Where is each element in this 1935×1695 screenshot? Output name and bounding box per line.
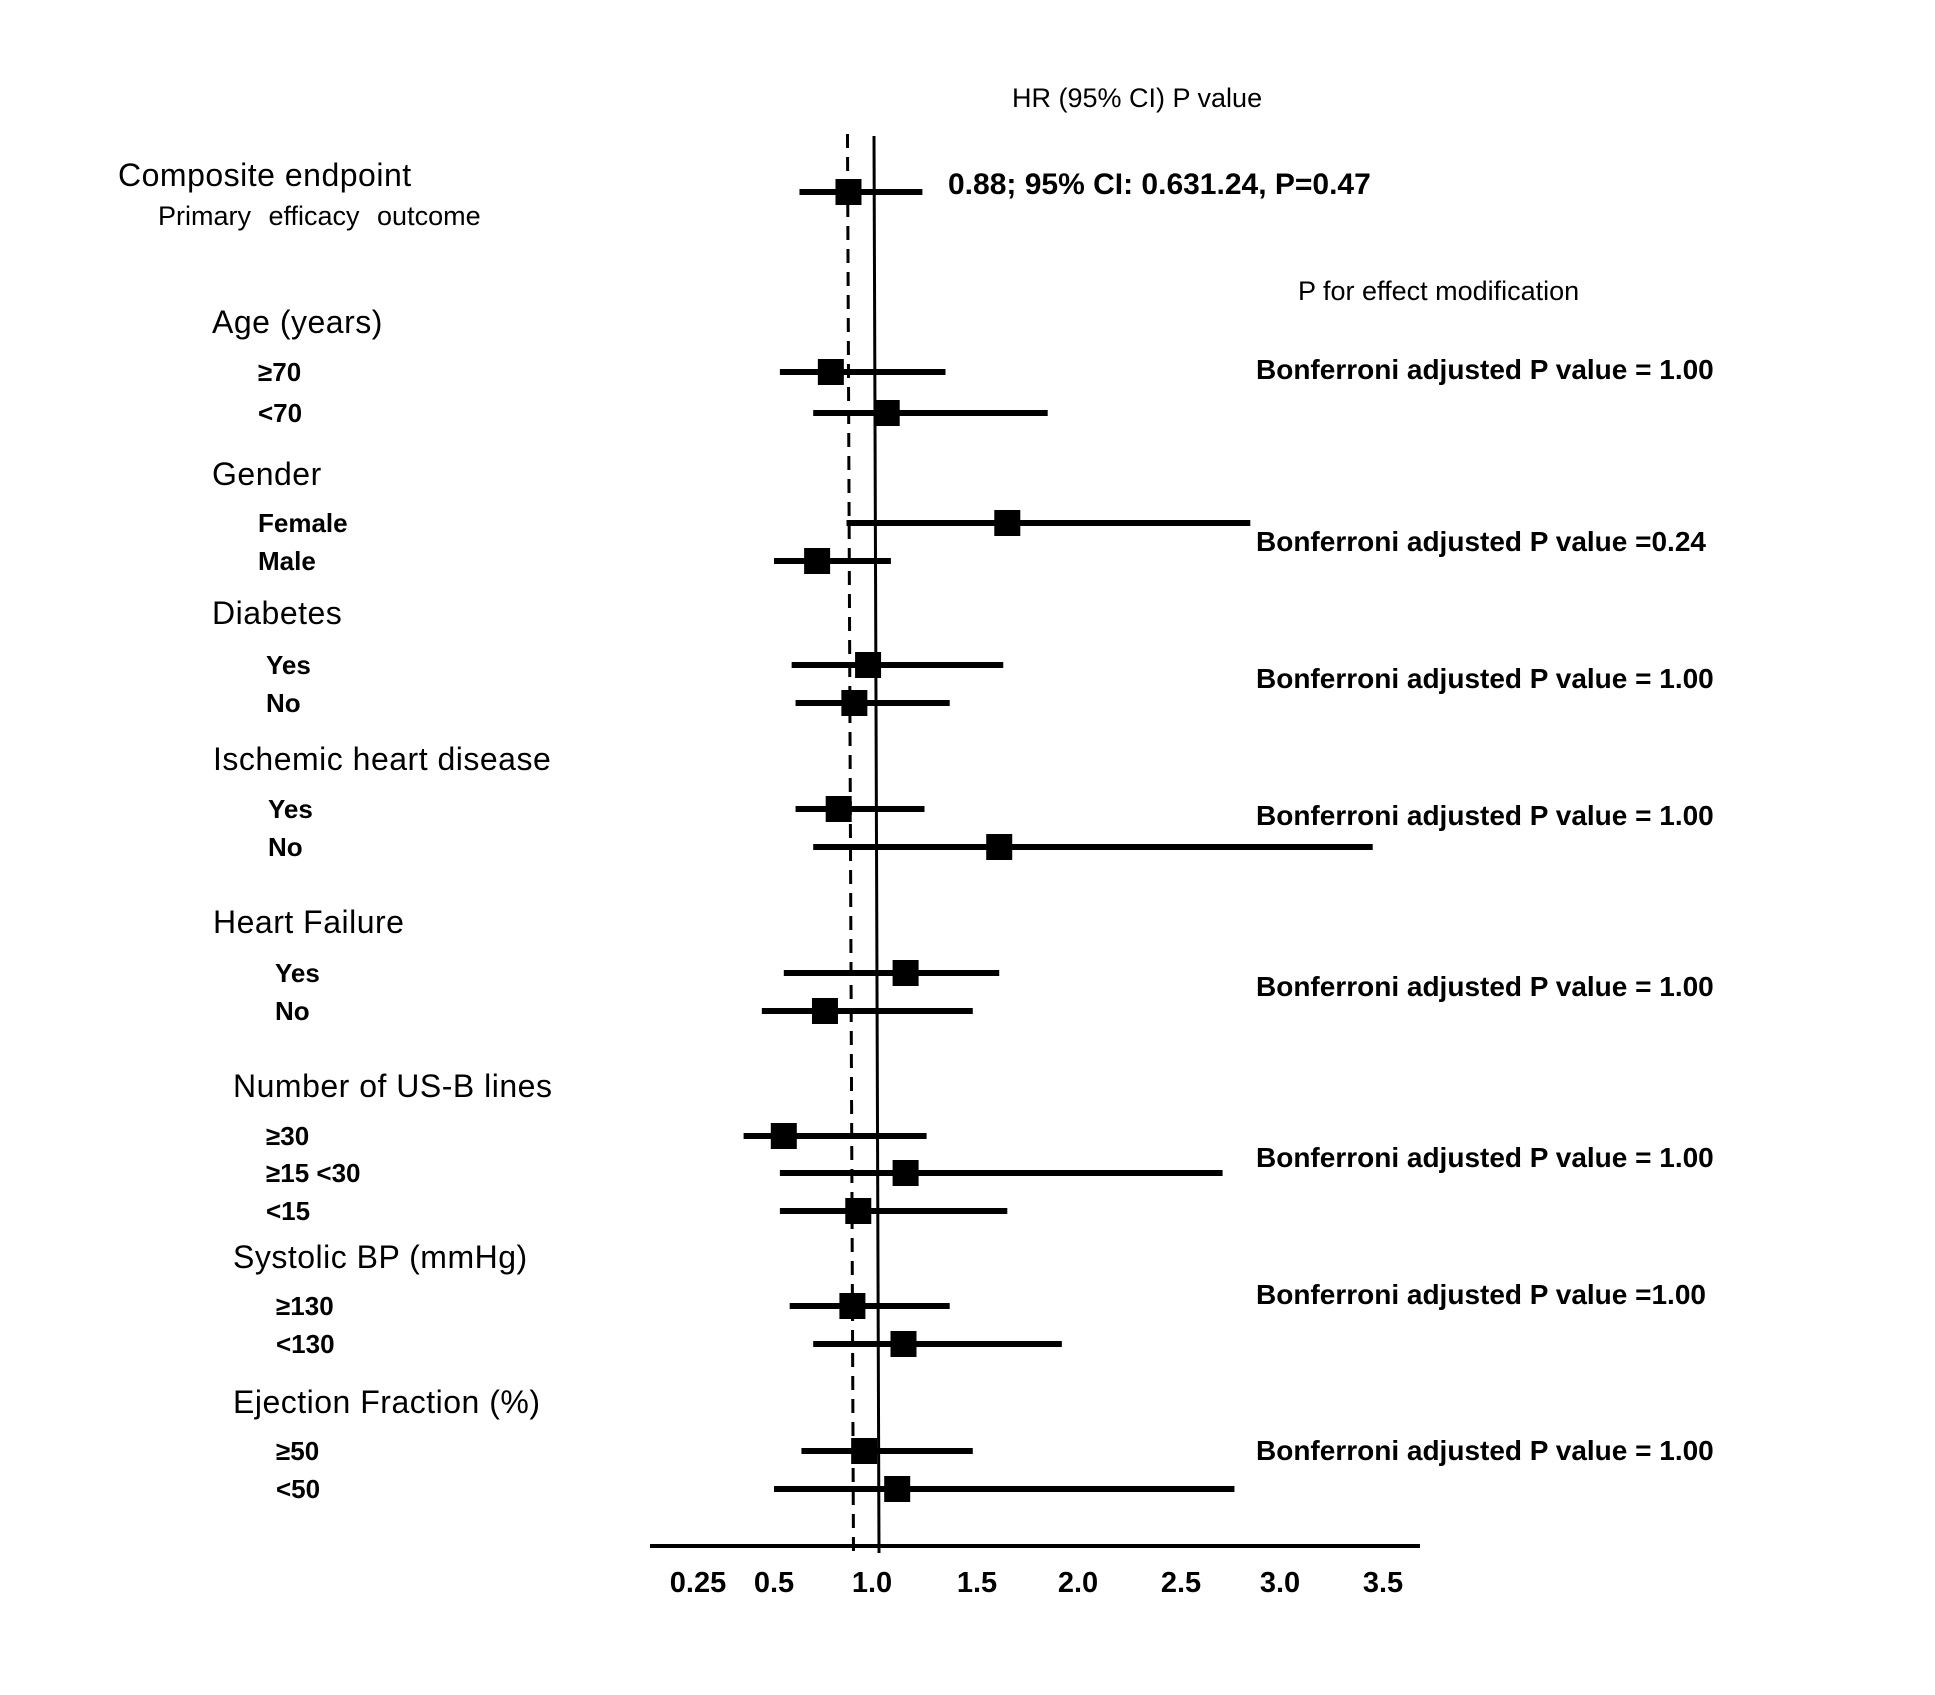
group-2-row-label: Male	[258, 546, 316, 576]
group-7-row-2-hr-marker	[890, 1331, 917, 1357]
group-8-title: Ejection Fraction (%)	[233, 1384, 540, 1420]
group-7-row-label: <130	[276, 1329, 335, 1359]
group-7-row-1-hr-marker	[839, 1293, 866, 1319]
group-5-row-1-hr-marker	[892, 960, 919, 986]
group-3-row-label: No	[266, 688, 301, 718]
group-4-row-label: No	[268, 832, 303, 862]
group-7-row-label: ≥130	[276, 1291, 334, 1321]
group-4-row-1-hr-marker	[825, 796, 852, 822]
composite-title: Composite endpoint	[118, 157, 412, 193]
x-tick-label: 0.5	[754, 1567, 794, 1599]
group-3-row-label: Yes	[266, 650, 311, 680]
group-5-row-2-hr-marker	[811, 998, 838, 1024]
group-3-p-value: Bonferroni adjusted P value = 1.00	[1256, 663, 1714, 694]
group-7-p-value: Bonferroni adjusted P value =1.00	[1256, 1279, 1706, 1310]
chart-marks	[743, 133, 1373, 1554]
group-8-row-2-hr-marker	[884, 1476, 911, 1502]
chart-labels: Age (years) Bonferroni adjusted P value =…	[212, 304, 1714, 1504]
composite-label: Primary efficacy outcome	[158, 201, 481, 231]
group-1-row-label: ≥70	[258, 357, 301, 387]
x-tick-label: 1.0	[852, 1567, 892, 1599]
overall-effect-line	[845, 133, 855, 1554]
composite-result-text: 0.88; 95% CI: 0.631.24, P=0.47	[948, 168, 1371, 201]
group-7-title: Systolic BP (mmHg)	[233, 1239, 528, 1275]
x-tick-label: 1.5	[957, 1567, 997, 1599]
group-3-row-2-hr-marker	[841, 690, 868, 716]
group-3-row-1-hr-marker	[855, 652, 882, 678]
group-6-row-1-hr-marker	[770, 1123, 797, 1149]
group-8-row-label: ≥50	[276, 1436, 319, 1466]
group-5-title: Heart Failure	[213, 904, 404, 940]
group-2-title: Gender	[212, 456, 322, 492]
hr-column-header: HR (95% CI) P value	[1012, 83, 1262, 113]
composite-hr-marker	[835, 179, 862, 205]
group-1-row-1-hr-marker	[817, 359, 844, 385]
group-1-row-label: <70	[258, 398, 302, 428]
group-6-row-label: ≥15 <30	[266, 1158, 361, 1188]
group-3-title: Diabetes	[212, 595, 342, 631]
group-1-p-value: Bonferroni adjusted P value = 1.00	[1256, 354, 1714, 385]
group-8-row-1-hr-marker	[851, 1438, 878, 1464]
effect-modification-header: P for effect modification	[1298, 276, 1579, 306]
group-1-row-2-hr-marker	[873, 400, 900, 426]
x-axis: 0.25 0.5 1.0 1.5 2.0 2.5 3.0 3.5	[650, 1544, 1420, 1599]
x-tick-label: 0.25	[670, 1567, 726, 1599]
group-4-title: Ischemic heart disease	[213, 741, 551, 777]
x-tick-label: 2.0	[1058, 1567, 1098, 1599]
group-6-row-2-hr-marker	[892, 1160, 919, 1186]
x-tick-label: 3.0	[1260, 1567, 1300, 1599]
group-6-row-3-hr-marker	[845, 1198, 872, 1224]
group-8-p-value: Bonferroni adjusted P value = 1.00	[1256, 1435, 1714, 1466]
x-tick-label: 2.5	[1161, 1567, 1201, 1599]
x-tick-label: 3.5	[1363, 1567, 1403, 1599]
group-2-row-1-hr-marker	[994, 510, 1021, 536]
group-6-title: Number of US-B lines	[233, 1068, 552, 1104]
group-6-p-value: Bonferroni adjusted P value = 1.00	[1256, 1142, 1714, 1173]
group-5-row-label: No	[275, 996, 310, 1026]
group-4-p-value: Bonferroni adjusted P value = 1.00	[1256, 800, 1714, 831]
group-5-row-label: Yes	[275, 958, 320, 988]
group-6-row-label: ≥30	[266, 1121, 309, 1151]
group-6-row-label: <15	[266, 1196, 310, 1226]
group-8-row-label: <50	[276, 1474, 320, 1504]
group-2-row-2-hr-marker	[804, 548, 831, 574]
group-2-row-label: Female	[258, 508, 348, 538]
group-5-p-value: Bonferroni adjusted P value = 1.00	[1256, 971, 1714, 1002]
group-4-row-2-hr-marker	[986, 834, 1013, 860]
group-1-title: Age (years)	[212, 304, 383, 340]
group-4-row-label: Yes	[268, 794, 313, 824]
group-2-p-value: Bonferroni adjusted P value =0.24	[1256, 526, 1706, 557]
